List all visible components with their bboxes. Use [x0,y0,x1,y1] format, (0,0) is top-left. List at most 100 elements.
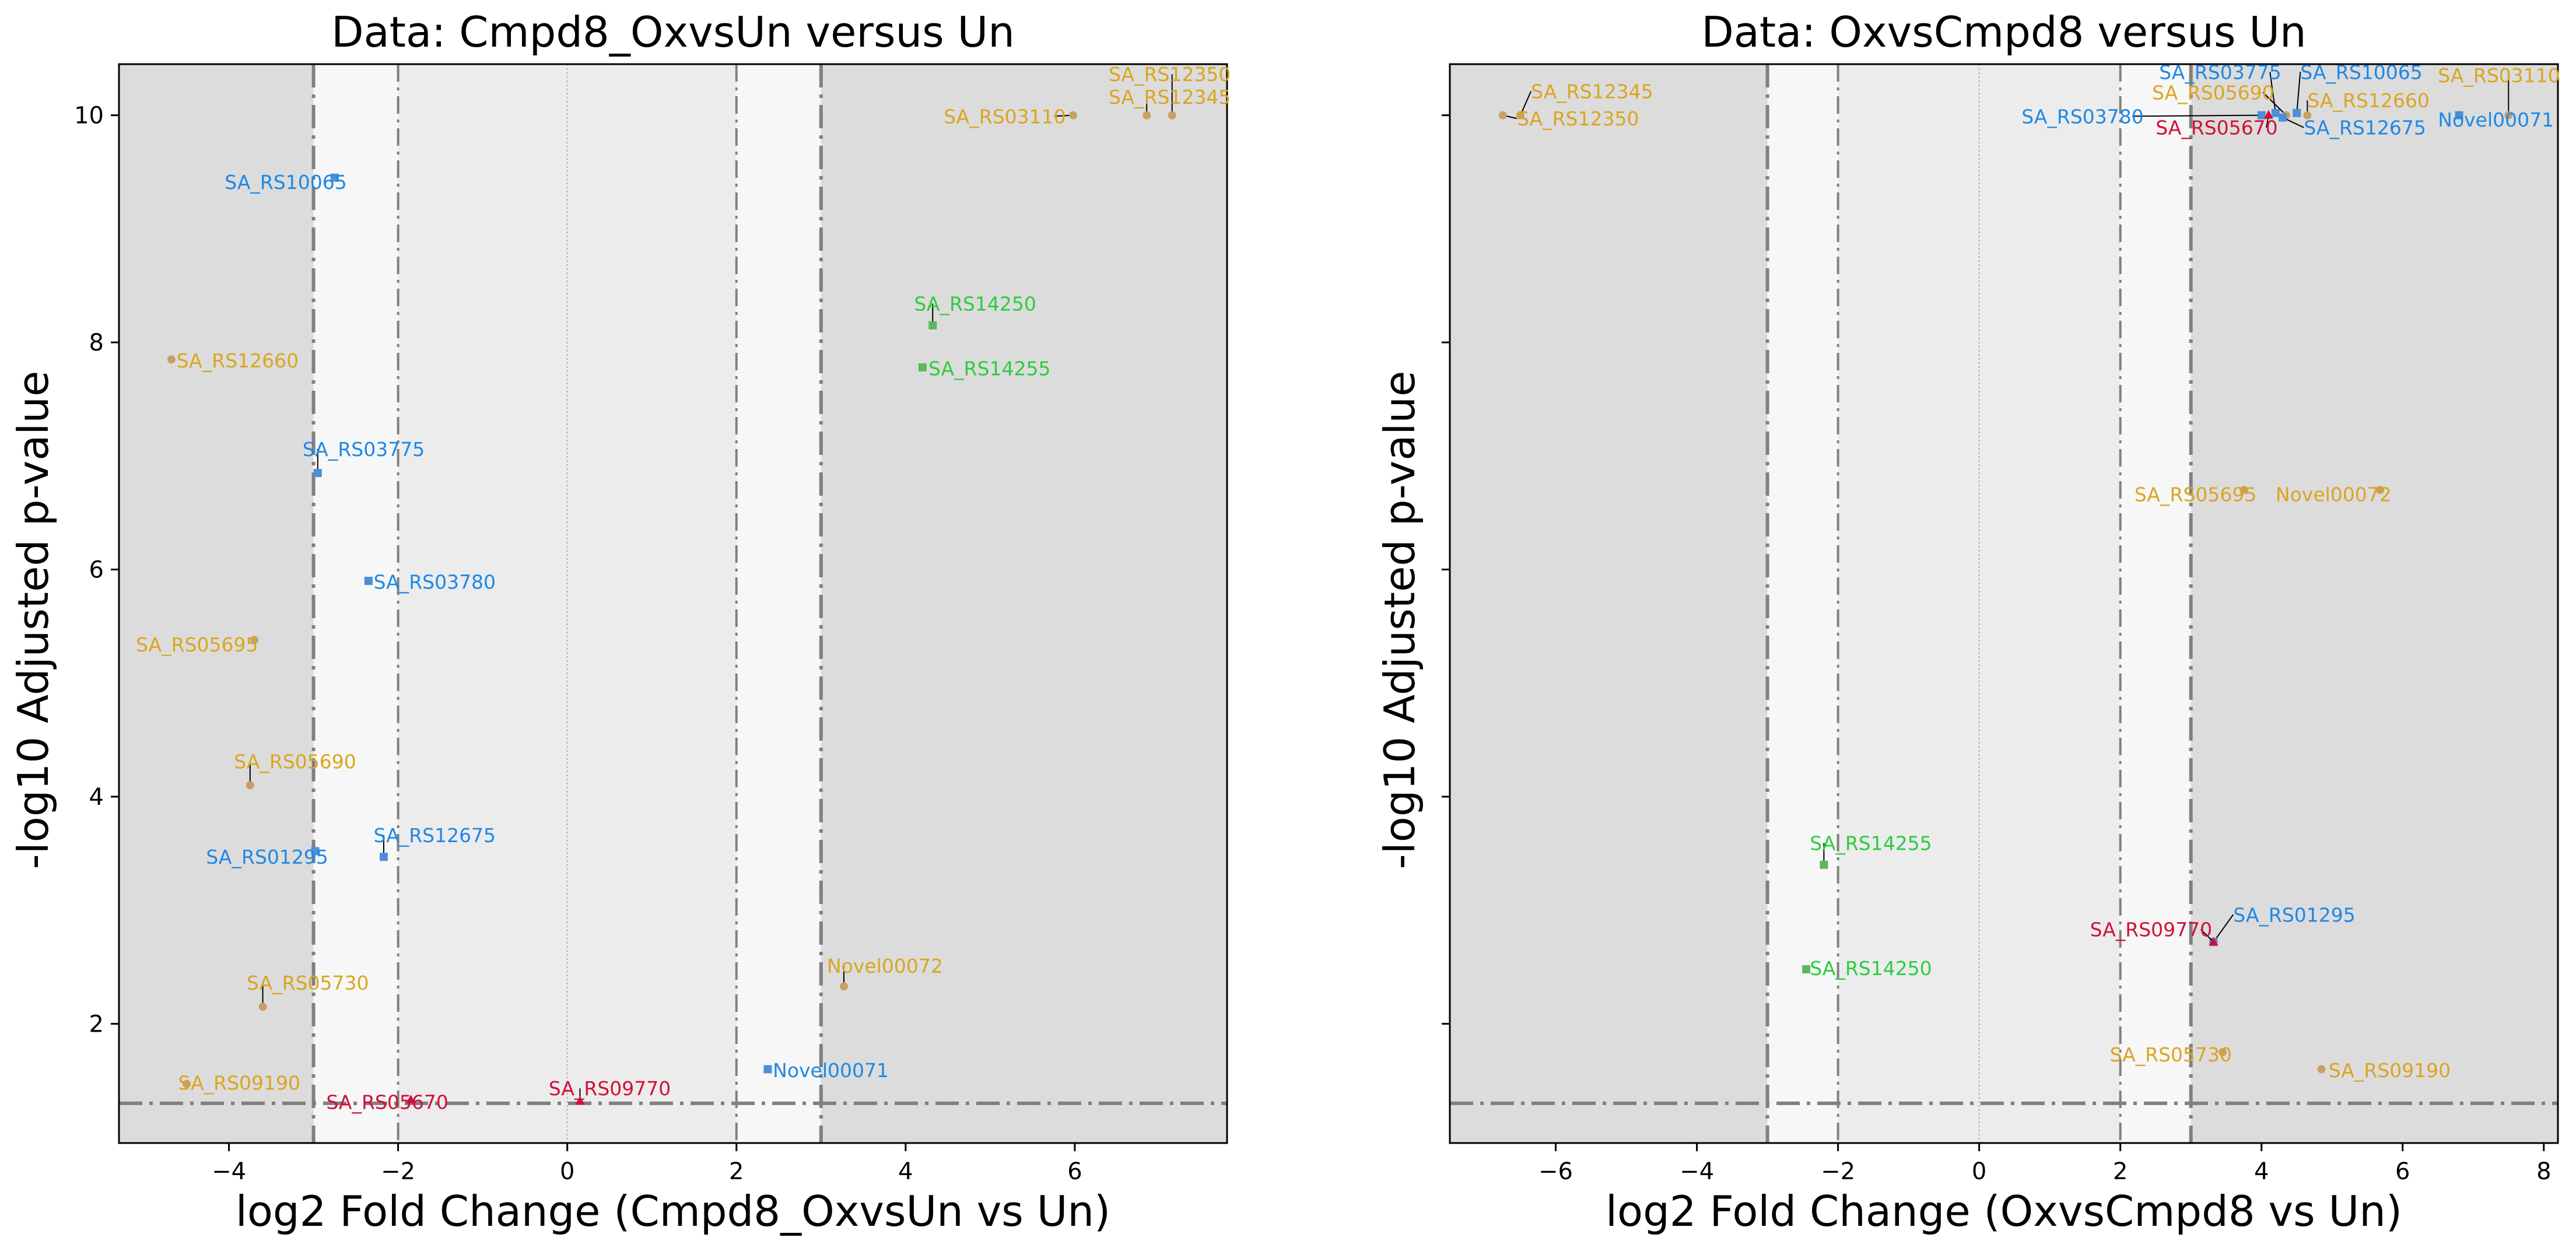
data-point-circle [2239,486,2248,495]
data-point-label: SA_RS05670 [326,1091,448,1114]
data-point-square [2455,111,2463,120]
data-point-label: SA_RS12675 [2304,117,2426,139]
data-point-label: SA_RS01295 [206,846,328,868]
data-point-square [2271,108,2280,117]
data-point-circle [1168,111,1176,120]
data-point-square [2279,113,2287,122]
y-tick-label: 10 [74,103,104,129]
data-point-label: SA_RS12660 [2307,89,2429,112]
data-point-label: SA_RS09190 [2329,1059,2451,1082]
label-leader-line [1520,91,1532,116]
data-point-square [311,847,320,856]
data-point-label: Novel00071 [2438,108,2554,131]
x-tick-label: 2 [729,1158,744,1185]
x-tick-label: −6 [1538,1158,1573,1185]
data-points: SA_RS12345 SA_RS12350 SA_RS03775 SA_RS10065… [1498,61,2560,1082]
plot-frame [118,63,1228,1144]
data-point-circle [2317,1065,2326,1074]
data-point-square [918,363,927,371]
data-point-circle [839,982,848,991]
data-point-circle [183,1079,191,1088]
data-point-triangle [2263,110,2273,119]
data-point-circle [2504,111,2513,120]
data-point-square [2293,108,2301,117]
axes: −4 −2 0 2 4 6 2 4 6 8 10 [74,103,1082,1185]
data-point-circle [1069,111,1078,120]
data-point-square [2257,111,2266,120]
x-tick-label: 6 [2395,1158,2410,1185]
data-point-label: SA_RS03775 [303,438,425,461]
y-axis-label: -log10 Adjusted p-value [1375,371,1424,870]
x-tick-label: −2 [1821,1158,1855,1185]
data-point-label: SA_RS14255 [1810,832,1932,855]
data-point-circle [1516,111,1525,120]
x-tick-label: −2 [381,1158,415,1185]
data-point-label: SA_RS03110 [944,105,1066,128]
y-axis-label: -log10 Adjusted p-value [9,371,58,870]
data-point-circle [2303,111,2312,120]
data-point-triangle [575,1095,585,1105]
data-point-label: SA_RS12350 [1109,63,1231,86]
data-point-square [1820,860,1828,869]
data-point-square [330,173,339,182]
plot-background [1449,63,2559,1144]
data-point-label: SA_RS05730 [247,972,369,994]
data-point-label: SA_RS05690 [2152,81,2274,104]
x-axis-label: log2 Fold Change (OxvsCmpd8 vs Un) [1606,1187,2402,1236]
y-tick-label: 2 [89,1011,104,1038]
data-point-label: SA_RS05690 [234,750,356,773]
x-tick-label: −4 [212,1158,246,1185]
data-point-label: SA_RS03780 [374,571,496,594]
axes: −6 −4 −2 0 2 4 6 8 [1442,114,2552,1185]
label-leader-line [2132,114,2262,117]
data-point-label: SA_RS12350 [1517,107,1639,130]
data-point-label: SA_RS12345 [1109,86,1231,108]
volcano-plot-right: −6 −4 −2 0 2 4 6 8 SA_RS12345 SA_RS12350 SA_RS0377… [1375,8,2560,1236]
data-point-square [313,469,322,478]
data-point-circle [258,1002,267,1011]
data-point-circle [1142,111,1151,120]
plot-background [118,63,1228,1144]
data-point-label: Novel00072 [827,955,943,977]
data-point-label: SA_RS03780 [2021,105,2144,128]
x-tick-label: 6 [1067,1158,1082,1185]
data-point-label: SA_RS14250 [914,293,1036,315]
plot-frame [1449,63,2559,1144]
data-point-circle [1498,111,1507,120]
chart-title: Data: OxvsCmpd8 versus Un [1701,8,2306,57]
x-axis-label: log2 Fold Change (Cmpd8_OxvsUn vs Un) [236,1187,1110,1236]
data-point-label: SA_RS01295 [2233,903,2356,926]
data-point-circle [250,636,259,644]
data-point-circle [167,355,176,364]
chart-title: Data: Cmpd8_OxvsUn versus Un [331,8,1015,57]
data-point-label: SA_RS09770 [549,1077,671,1100]
y-tick-label: 6 [89,557,104,584]
data-point-label: SA_RS12675 [374,824,496,847]
data-point-label: SA_RS12660 [177,349,299,372]
data-point-circle [2376,486,2385,495]
y-tick-label: 4 [89,784,104,811]
data-point-label: SA_RS05670 [2156,117,2278,139]
data-point-label: SA_RS05730 [2110,1043,2232,1066]
label-leader-line [2213,914,2234,942]
data-point-label: SA_RS03775 [2159,61,2281,83]
data-point-label: SA_RS12345 [1531,80,1653,103]
x-tick-label: 4 [898,1158,913,1185]
x-tick-label: 4 [2254,1158,2269,1185]
data-point-label: Novel00071 [773,1059,889,1082]
data-point-label: Novel00072 [2276,483,2392,506]
data-point-square [763,1065,772,1074]
data-point-square [928,321,937,329]
x-tick-label: 8 [2536,1158,2551,1185]
data-point-label: SA_RS14250 [1810,957,1932,980]
data-point-label: SA_RS03110 [2438,64,2560,87]
label-leader-line [2262,92,2287,116]
data-point-label: SA_RS09770 [2090,919,2213,941]
data-point-square [364,577,373,586]
y-tick-label: 8 [89,329,104,356]
x-tick-label: 2 [2113,1158,2128,1185]
x-tick-label: −4 [1680,1158,1714,1185]
